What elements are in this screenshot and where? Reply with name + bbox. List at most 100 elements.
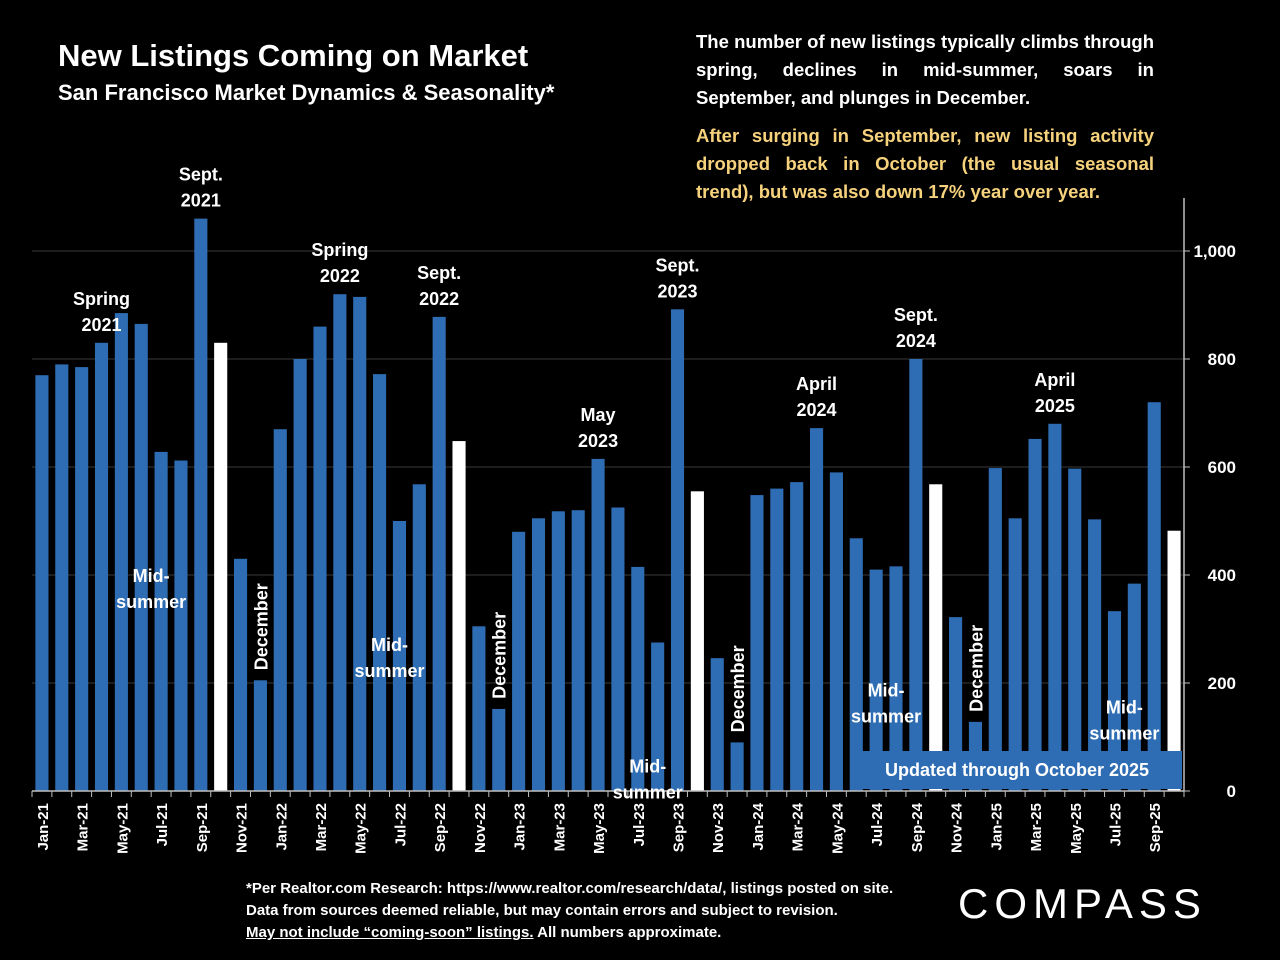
annotation-label: 2021 xyxy=(181,191,221,211)
bar-Mar-22 xyxy=(313,326,327,791)
x-tick-label: Sep-22 xyxy=(432,803,449,852)
footnote-source: *Per Realtor.com Research: https://www.r… xyxy=(246,880,894,919)
annotation-label: May xyxy=(581,405,616,425)
bar-Feb-23 xyxy=(531,518,546,791)
x-tick-label: Sep-24 xyxy=(909,802,926,852)
bar-Nov-24 xyxy=(949,617,963,791)
annotation-label: 2024 xyxy=(896,331,936,351)
x-tick-label: Jan-25 xyxy=(988,803,1005,851)
description-text: The number of new listings typically cli… xyxy=(696,31,1154,108)
bar-Mar-25 xyxy=(1028,438,1042,791)
annotation-label: December xyxy=(490,612,510,699)
x-tick-label: Mar-24 xyxy=(790,802,807,851)
x-tick-label: Nov-22 xyxy=(472,803,489,853)
y-tick-label: 200 xyxy=(1208,674,1236,693)
bar-Aug-23 xyxy=(651,642,665,791)
bar-Jan-23 xyxy=(512,531,526,791)
bar-Nov-22 xyxy=(472,626,486,791)
x-tick-label: Nov-23 xyxy=(710,803,727,853)
x-tick-label: Nov-24 xyxy=(949,802,966,853)
annotation-label: Mid- xyxy=(133,566,170,586)
chart-subtitle: San Francisco Market Dynamics & Seasonal… xyxy=(58,80,555,105)
annotation-label: Mid- xyxy=(1106,698,1143,718)
x-tick-label: Nov-21 xyxy=(234,803,251,853)
y-tick-label: 800 xyxy=(1208,350,1236,369)
bar-Dec-23 xyxy=(730,742,744,791)
bar-Apr-23 xyxy=(571,510,585,791)
y-tick-label: 0 xyxy=(1227,782,1236,801)
x-tick-label: May-23 xyxy=(591,803,608,854)
bar-Sep-23 xyxy=(670,309,685,791)
annotation-label: 2022 xyxy=(320,266,360,286)
x-tick-label: Sep-21 xyxy=(194,803,211,852)
bar-Apr-21 xyxy=(94,342,109,791)
bar-Aug-21 xyxy=(174,460,188,791)
annotation-label: summer xyxy=(1089,724,1159,744)
bar-May-23 xyxy=(591,458,605,791)
annotation-label: Spring xyxy=(73,289,130,309)
footnote: *Per Realtor.com Research: https://www.r… xyxy=(246,878,926,944)
annotation-label: December xyxy=(966,625,986,712)
bar-Feb-25 xyxy=(1008,518,1022,791)
annotation-label: April xyxy=(796,374,837,394)
bar-Dec-22 xyxy=(492,708,506,791)
annotation-label: Sept. xyxy=(179,165,223,185)
bar-Feb-24 xyxy=(770,488,784,791)
annotations: Spring 2021 Sept. 2021 Mid-summer December Spr… xyxy=(73,165,1159,803)
annotation-label: Mid- xyxy=(371,635,408,655)
bar-Dec-21 xyxy=(253,680,267,791)
bar-Oct-23 xyxy=(690,491,704,791)
annotation-label: summer xyxy=(355,661,425,681)
x-tick-label: Mar-21 xyxy=(75,803,92,851)
bar-Jan-22 xyxy=(273,429,287,791)
x-axis-ticks: Jan-21 Mar-21 May-21 Jul-21 Sep-21 Nov-21 Jan-… xyxy=(35,802,1164,854)
x-tick-label: Jul-23 xyxy=(631,803,648,846)
annotation-label: April xyxy=(1034,370,1075,390)
bar-May-22 xyxy=(353,296,367,791)
annotation-label: Sept. xyxy=(656,255,700,275)
bar-Jun-21 xyxy=(134,323,148,791)
y-axis-ticks: 0 200 400 600 800 1,000 xyxy=(1184,242,1236,801)
annotation-label: 2021 xyxy=(81,315,121,335)
bars xyxy=(35,218,1181,792)
annotation-label: 2024 xyxy=(797,400,837,420)
annotation-label: 2022 xyxy=(419,289,459,309)
x-tick-label: Jul-22 xyxy=(392,803,409,846)
x-tick-label: May-22 xyxy=(353,803,370,854)
bar-Oct-21 xyxy=(214,342,228,791)
x-tick-label: Jan-24 xyxy=(750,802,767,850)
y-tick-label: 1,000 xyxy=(1193,242,1236,261)
bar-May-25 xyxy=(1068,468,1082,791)
annotation-label: summer xyxy=(613,783,683,803)
bar-Oct-24 xyxy=(929,484,943,791)
bar-Mar-23 xyxy=(551,511,565,791)
bar-Sep-21 xyxy=(194,218,208,792)
annotation-label: 2023 xyxy=(657,281,697,301)
bar-Feb-22 xyxy=(293,359,307,791)
bar-Jun-25 xyxy=(1088,519,1102,791)
x-tick-label: May-21 xyxy=(114,803,131,854)
x-tick-label: Mar-23 xyxy=(551,803,568,851)
bar-Nov-23 xyxy=(710,658,724,791)
bar-Apr-22 xyxy=(333,294,347,791)
annotation-label: Sept. xyxy=(894,305,938,325)
bar-Sep-25 xyxy=(1147,402,1161,791)
x-tick-label: Jul-21 xyxy=(154,803,171,846)
bar-Jul-21 xyxy=(154,451,168,791)
bar-Aug-24 xyxy=(889,566,903,791)
x-tick-label: Jul-24 xyxy=(869,802,886,846)
bar-Jul-24 xyxy=(869,569,883,791)
bar-Jun-23 xyxy=(611,507,625,791)
x-tick-label: May-24 xyxy=(829,802,846,854)
x-tick-label: May-25 xyxy=(1068,803,1085,854)
bar-Sep-24 xyxy=(909,359,923,791)
bar-Mar-21 xyxy=(75,367,89,791)
bar-May-21 xyxy=(114,313,128,791)
footnote-tail: All numbers approximate. xyxy=(533,924,722,941)
x-tick-label: Sep-23 xyxy=(671,803,688,852)
annotation-label: December xyxy=(728,645,748,732)
annotation-label: December xyxy=(251,583,271,670)
axes xyxy=(31,198,1185,797)
bar-Feb-21 xyxy=(55,364,69,791)
